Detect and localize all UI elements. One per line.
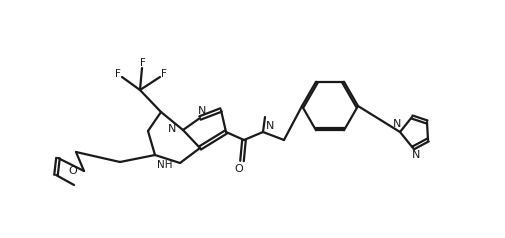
Text: O: O [68,166,77,176]
Text: F: F [161,69,167,79]
Text: O: O [235,164,243,174]
Text: F: F [139,58,145,68]
Text: NH: NH [157,160,172,170]
Text: N: N [198,106,206,116]
Text: N: N [168,124,176,134]
Text: N: N [412,150,420,160]
Text: F: F [115,69,121,79]
Text: N: N [266,121,274,131]
Text: N: N [393,119,401,129]
